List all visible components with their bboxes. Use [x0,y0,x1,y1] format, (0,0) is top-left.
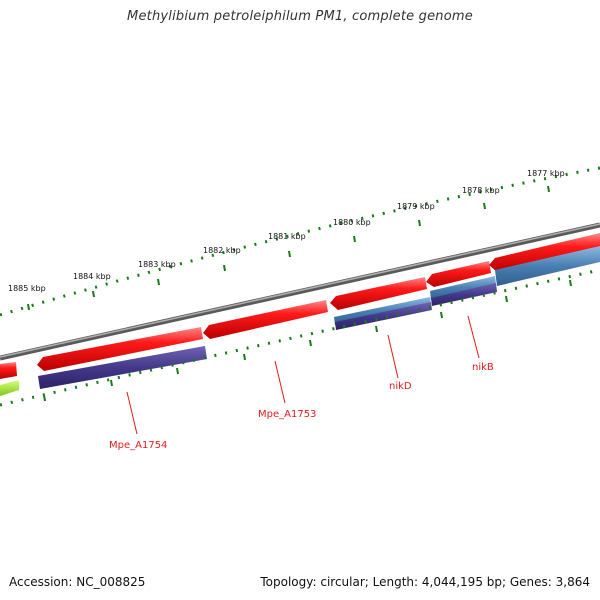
scale-label: 1883 kbp [138,260,176,269]
leader-line [126,391,138,435]
scale-labels: 1877 kbp 1878 kbp 1879 kbp 1880 kbp 1881… [8,169,565,293]
gene-block [38,346,207,389]
major-tick [353,235,356,243]
gene-block [430,276,496,300]
cds-arrow [489,233,600,272]
gene-label-mpe-a1753: Mpe_A1753 [258,409,316,420]
scale-label: 1877 kbp [527,169,565,178]
gene-block [431,283,497,306]
scale-label: 1882 kbp [203,246,241,255]
gene-annotations: nikB nikD Mpe_A1753 Mpe_A1754 [109,315,494,451]
cds-arrow [330,277,427,310]
cds-arrow [37,327,203,371]
inner-scale-dots [0,268,600,407]
scale-label: 1885 kbp [8,284,46,293]
major-tick [309,339,312,347]
major-tick [110,379,113,387]
scale-label: 1884 kbp [73,272,111,281]
accession-text: Accession: NC_008825 [9,575,146,589]
genome-summary-text: Topology: circular; Length: 4,044,195 bp… [260,575,590,589]
major-tick [375,325,378,333]
leader-line [387,334,399,379]
gene-label-nikb: nikB [472,362,494,373]
gene-block [0,380,19,396]
major-tick [27,303,30,311]
gene-track [0,246,600,396]
cds-track [0,233,600,379]
gene-label-nikd: nikD [389,381,412,392]
major-tick [418,219,421,227]
major-tick [440,311,443,319]
leader-line [467,315,480,359]
inner-scale-ring [0,268,600,407]
outer-major-ticks [27,185,550,311]
cds-arrow [0,362,17,379]
cds-arrow [426,261,491,287]
map-title: Methylibium petroleiphilum PM1, complete… [127,9,473,24]
major-tick [569,279,572,287]
genome-backbone [0,222,600,361]
major-tick [483,202,486,210]
scale-label: 1881 kbp [268,232,306,241]
major-tick [92,290,95,298]
major-tick [176,367,179,375]
gene-block [495,246,600,286]
gene-label-mpe-a1754: Mpe_A1754 [109,440,167,451]
outer-scale-ring [0,166,600,317]
major-tick [43,394,46,402]
scale-label: 1879 kbp [397,202,435,211]
major-tick [288,250,291,258]
scale-label: 1878 kbp [462,186,500,195]
scale-label: 1880 kbp [333,218,371,227]
major-tick [547,185,550,193]
major-tick [505,295,508,303]
gene-block [335,302,432,330]
major-tick [243,353,246,361]
major-tick [223,264,226,272]
inner-major-ticks [43,279,572,402]
major-tick [157,278,160,286]
leader-line [274,360,286,404]
cds-arrow [203,300,328,339]
